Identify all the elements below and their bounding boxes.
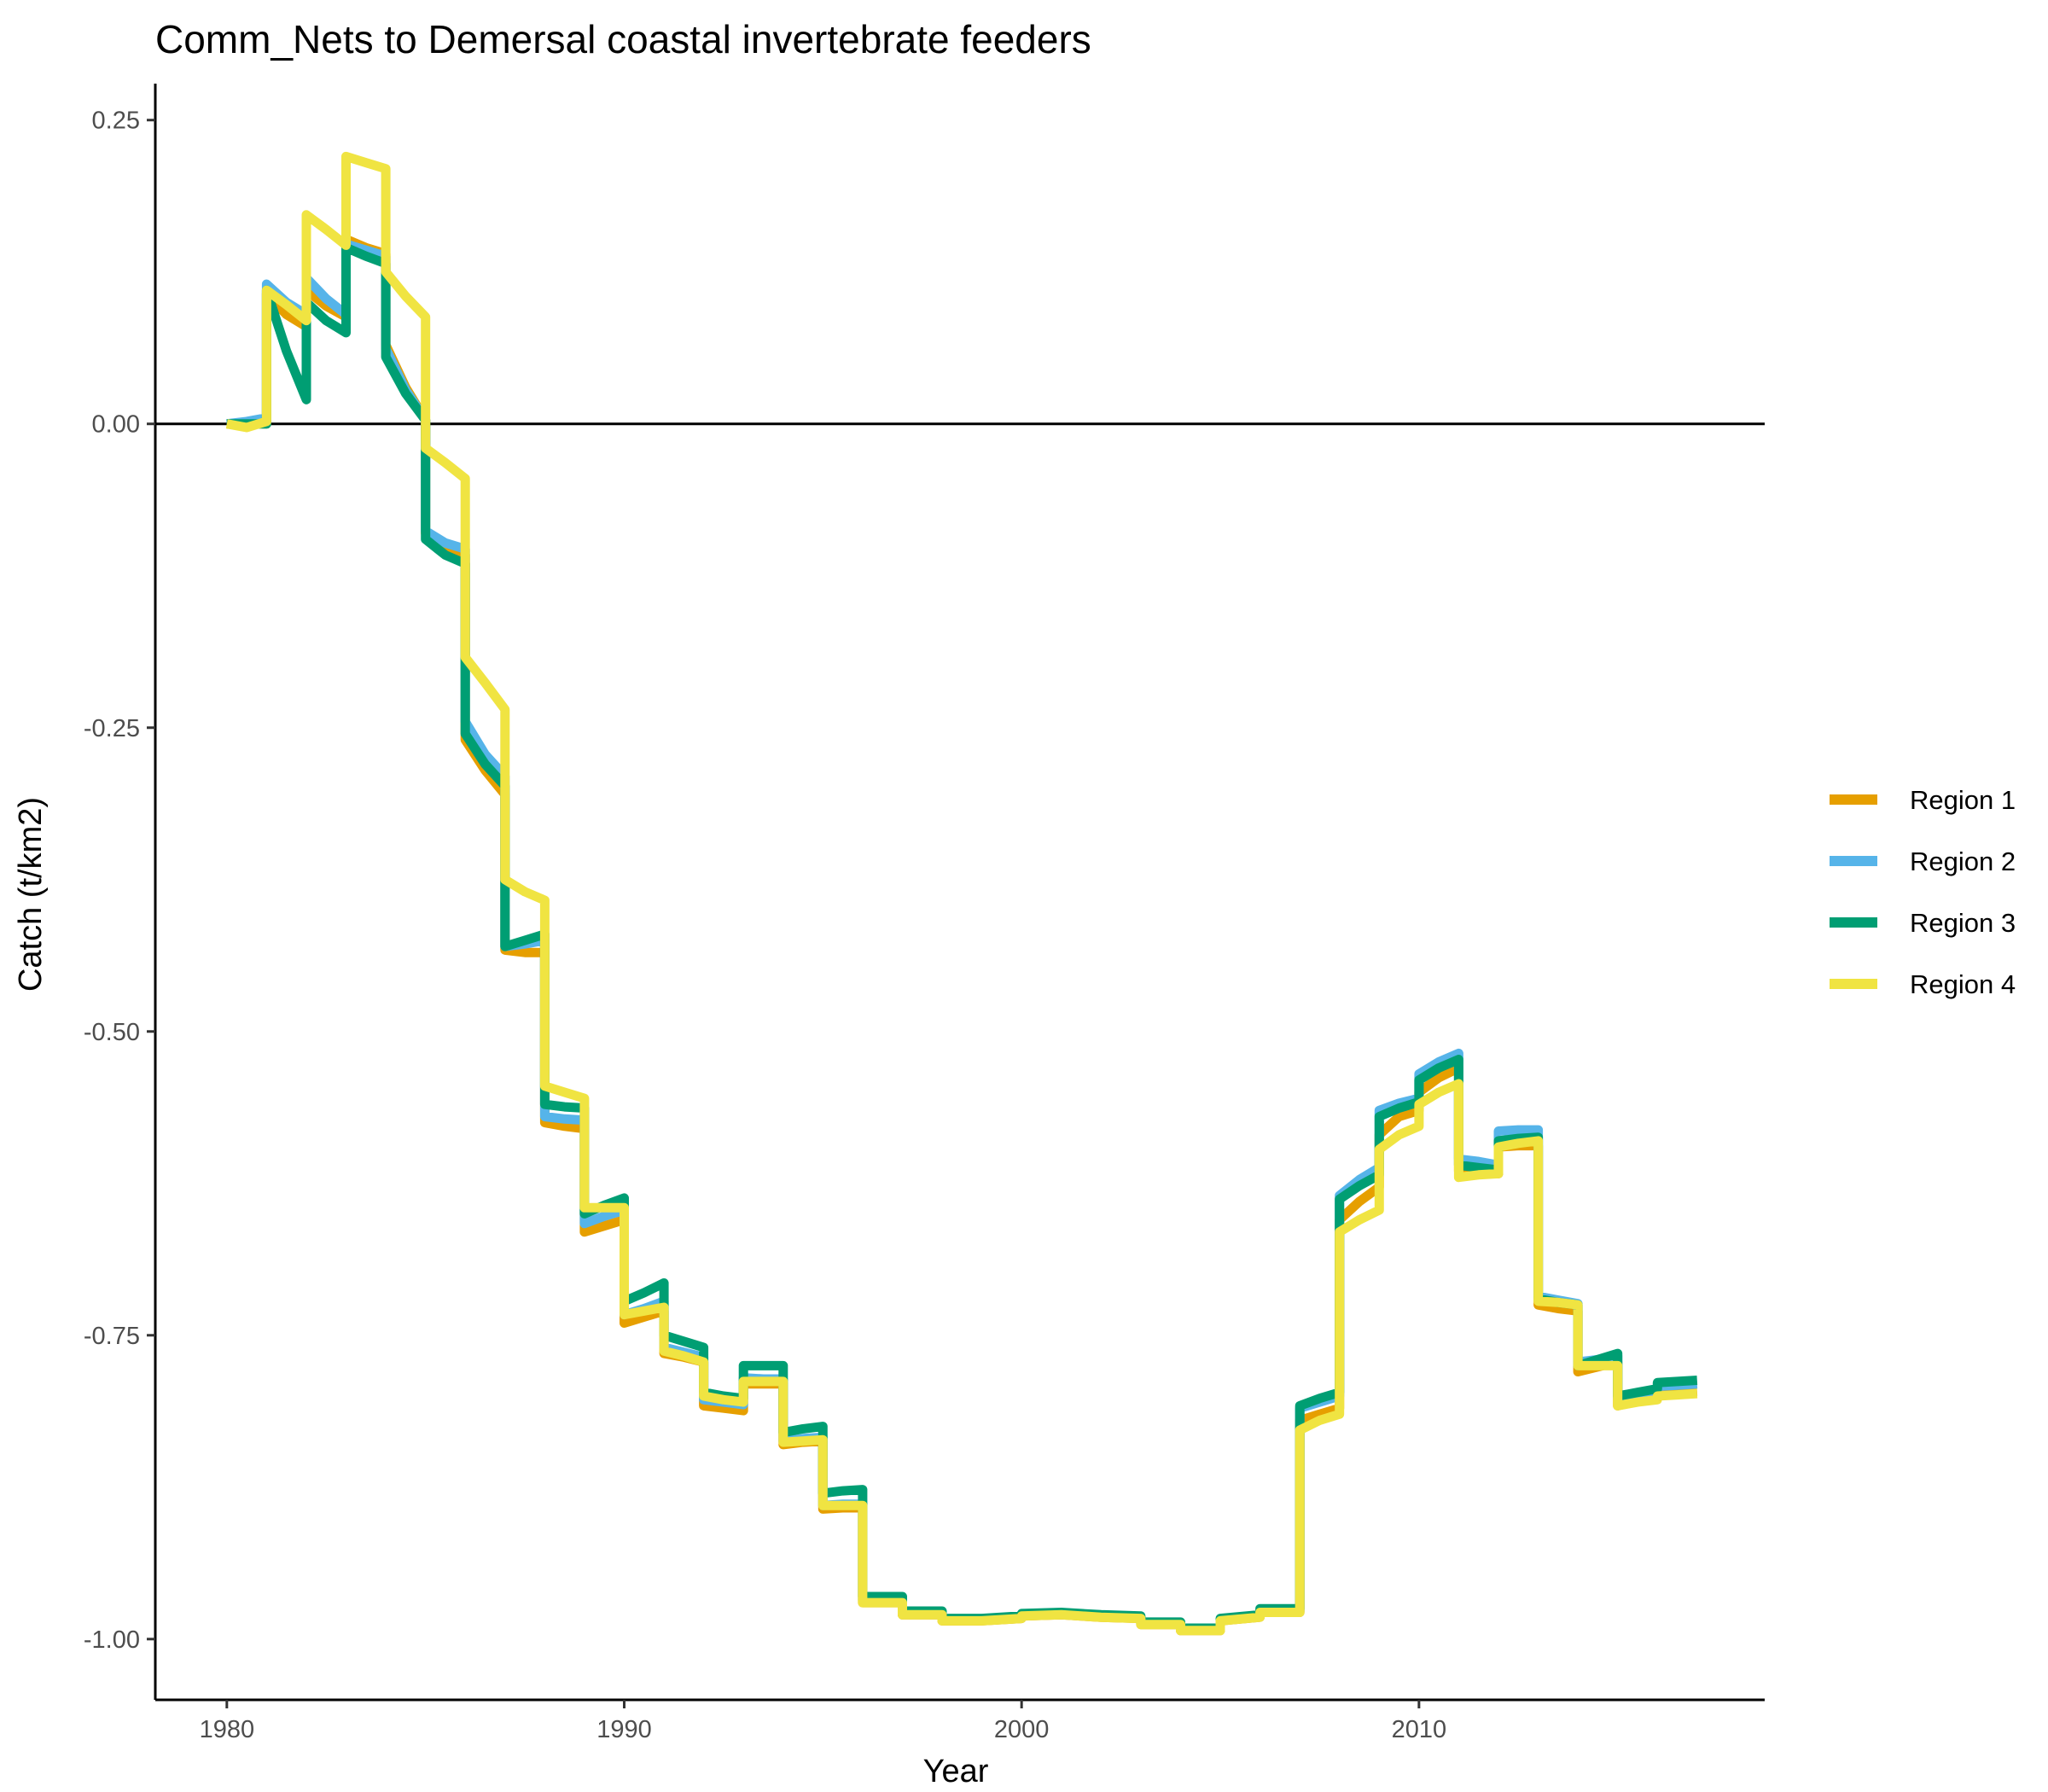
legend-item-region-4: Region 4 — [1830, 969, 2016, 999]
y-tick-label: -0.25 — [84, 715, 140, 742]
series-line-region-3 — [226, 242, 1698, 1633]
legend-label: Region 2 — [1910, 847, 2016, 876]
x-axis: 1980 1990 2000 2010 — [155, 1698, 1765, 1743]
y-tick-label: 0.25 — [92, 108, 140, 135]
legend-label: Region 4 — [1910, 969, 2016, 999]
y-tick-label: -1.00 — [84, 1626, 140, 1654]
x-tick-label: 1990 — [596, 1716, 652, 1743]
legend: Region 1 Region 2 Region 3 Region 4 — [1830, 785, 2016, 999]
legend-label: Region 3 — [1910, 908, 2016, 938]
series-line-region-2 — [226, 239, 1698, 1634]
y-tick-label: -0.50 — [84, 1019, 140, 1046]
legend-item-region-1: Region 1 — [1830, 785, 2016, 815]
plot-area — [155, 151, 1765, 1636]
y-axis: 0.25 0.00 -0.25 -0.50 -0.75 -1.00 — [84, 84, 157, 1700]
x-tick-label: 2000 — [994, 1716, 1050, 1743]
legend-label: Region 1 — [1910, 785, 2016, 815]
x-tick-label: 2010 — [1392, 1716, 1447, 1743]
series-line-region-1 — [226, 234, 1698, 1636]
x-tick-label: 1980 — [200, 1716, 255, 1743]
chart-title: Comm_Nets to Demersal coastal invertebra… — [155, 17, 1091, 61]
y-tick-label: -0.75 — [84, 1323, 140, 1350]
x-axis-title: Year — [923, 1754, 989, 1789]
legend-item-region-3: Region 3 — [1830, 908, 2016, 938]
y-axis-title: Catch (t/km2) — [13, 797, 49, 992]
series-line-region-4 — [225, 151, 1698, 1636]
legend-item-region-2: Region 2 — [1830, 847, 2016, 876]
y-tick-label: 0.00 — [92, 411, 140, 439]
